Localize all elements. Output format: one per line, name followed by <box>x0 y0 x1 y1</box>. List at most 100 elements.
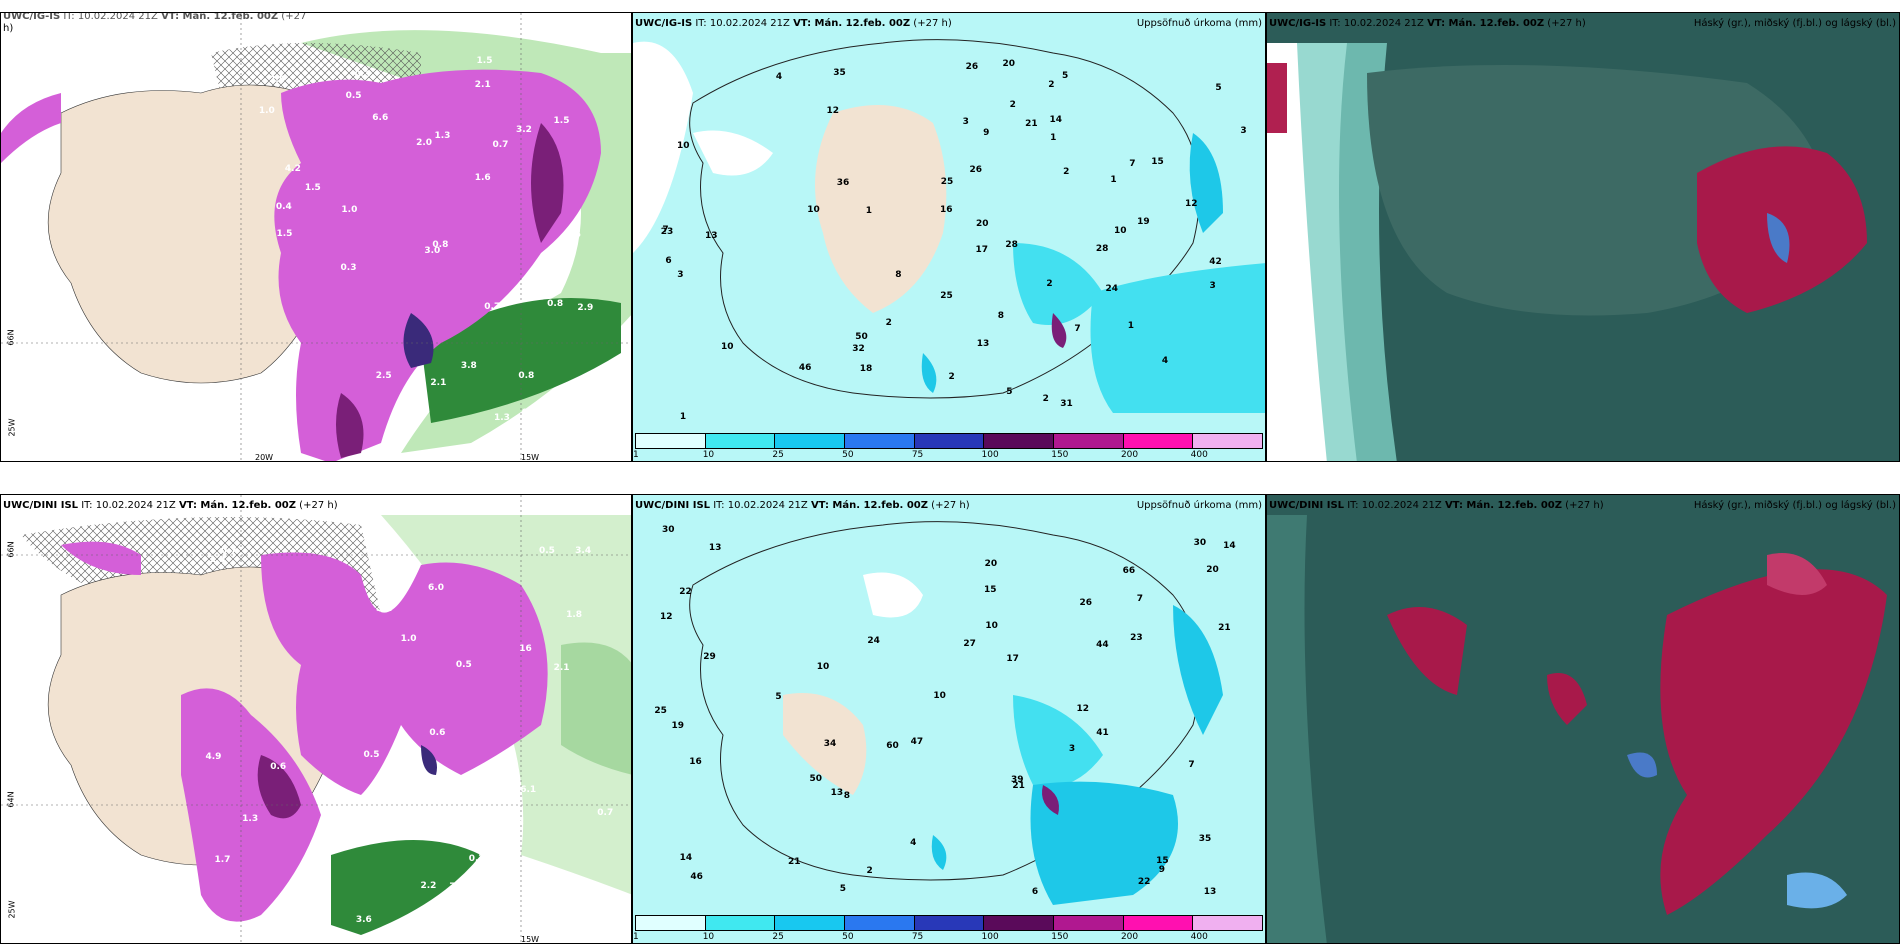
value-label: 26 <box>969 164 983 175</box>
value-label: 0.7 <box>468 854 485 865</box>
value-label: 0.7 <box>484 302 501 313</box>
value-label: 18 <box>859 363 873 374</box>
value-label: 2 <box>948 371 955 382</box>
value-label: 2 <box>1009 99 1016 110</box>
value-label: 0.8 <box>432 239 449 250</box>
value-label: 26 <box>1079 598 1093 609</box>
value-label: 1.5 <box>276 228 293 239</box>
value-label: 20 <box>1206 564 1219 575</box>
value-label: 44 <box>1096 639 1109 650</box>
value-label: 2 <box>885 317 892 328</box>
panel-top-left-precip-wind: UWC/IG-IS IT: 10.02.2024 21Z VT: Mán. 12… <box>0 12 632 462</box>
value-label: 2 <box>866 865 873 876</box>
axis-label-15w: 15W <box>521 935 540 944</box>
panel-bottom-mid-accum-precip: UWC/DINI ISL IT: 10.02.2024 21Z VT: Mán.… <box>632 494 1266 944</box>
map-bottom-left <box>1 495 631 943</box>
axis-label-25w: 25W <box>7 418 17 437</box>
value-label: 7 <box>1188 760 1195 771</box>
axis-label-66n: 66N <box>6 541 16 558</box>
value-label: 6.0 <box>428 583 444 594</box>
value-label: 19 <box>671 721 685 731</box>
value-label: 3 <box>677 269 684 280</box>
value-label: 5 <box>1215 82 1222 93</box>
map-bottom-right <box>1267 495 1899 943</box>
axis-label-20w: 20W <box>255 453 274 462</box>
value-label: 0.4 <box>521 407 538 418</box>
value-label: 1.5 <box>304 182 321 193</box>
value-label: 10 <box>985 621 998 632</box>
value-label: 50 <box>809 774 822 785</box>
value-label: 30 <box>662 525 675 536</box>
value-label: 1.0 <box>400 634 417 645</box>
value-label: 6 <box>665 256 672 267</box>
value-label: 1.3 <box>242 813 259 824</box>
value-label: 8 <box>843 790 851 801</box>
value-label: 0.5 <box>538 546 555 557</box>
value-label: 1.0 <box>258 105 275 116</box>
value-label: 13 <box>976 339 990 350</box>
panel-title: UWC/DINI ISL IT: 10.02.2024 21Z VT: Mán.… <box>3 500 338 511</box>
panel-bottom-left-precip-wind: UWC/DINI ISL IT: 10.02.2024 21Z VT: Mán.… <box>0 494 632 944</box>
value-label: 1 <box>1050 132 1057 143</box>
value-label: 0.8 <box>518 370 535 381</box>
value-label: 39 <box>1011 774 1024 785</box>
value-label: 3.0 <box>484 780 501 791</box>
panel-title: UWC/IG-IS IT: 10.02.2024 21Z VT: Mán. 12… <box>1269 18 1586 29</box>
value-label: 28 <box>1005 240 1018 251</box>
value-label: 10 <box>1113 226 1127 237</box>
value-label: 25 <box>654 705 667 716</box>
value-label: 9 <box>1158 864 1166 875</box>
value-label: 3.6 <box>355 914 372 925</box>
value-label: 3.4 <box>575 546 592 557</box>
value-label: 0.5 <box>455 660 472 671</box>
value-label: 1.3 <box>493 412 510 423</box>
value-label: 2.9 <box>577 303 594 314</box>
value-label: 6.6 <box>372 113 389 124</box>
panel-title: UWC/IG-IS IT: 10.02.2024 21Z VT: Mán. 12… <box>635 18 952 29</box>
value-label: 8 <box>895 269 902 280</box>
value-label: 21 <box>1012 780 1025 791</box>
value-label: 10 <box>807 204 820 215</box>
value-label: 3 <box>1240 126 1247 137</box>
value-label: 30 <box>1193 538 1207 549</box>
value-label: 27 <box>963 639 976 650</box>
value-label: 23 <box>660 227 674 238</box>
value-label: 1.1 <box>367 539 384 550</box>
value-label: 4 <box>910 837 917 848</box>
map-top-right <box>1267 13 1899 461</box>
value-label: 0.3 <box>354 69 371 80</box>
value-label: 42 <box>1209 256 1222 267</box>
value-label: 15 <box>984 585 997 596</box>
panel-right-title: Háský (gr.), miðský (fj.bl.) og lágský (… <box>1693 18 1896 29</box>
value-label: 25 <box>940 177 954 188</box>
precip-colorbar <box>635 915 1263 931</box>
value-label: 1 <box>1110 175 1117 186</box>
value-label: 3.1 <box>376 603 393 614</box>
value-label: 13 <box>708 543 722 554</box>
value-label: 10 <box>721 342 734 353</box>
value-label: 20 <box>1002 59 1015 70</box>
value-label: 21 <box>1025 118 1038 129</box>
value-label: 15 <box>1151 157 1164 168</box>
value-label: 1 <box>1127 321 1134 332</box>
value-label: 0.7 <box>597 808 614 819</box>
value-label: 6 <box>1031 886 1039 897</box>
value-label: 1 <box>679 412 687 423</box>
value-label: 2.1 <box>553 663 570 674</box>
map-top-left <box>1 13 631 461</box>
value-label: 16 <box>519 644 532 655</box>
value-label: 16.2 <box>522 428 546 439</box>
panel-right-title: Háský (gr.), miðský (fj.bl.) og lágský (… <box>1693 500 1896 511</box>
value-label: 19 <box>1137 216 1150 227</box>
value-label: 14 <box>1049 115 1063 125</box>
value-label: 14 <box>1223 540 1236 551</box>
value-label: 1.0 <box>595 399 612 410</box>
value-label: 13 <box>705 230 718 241</box>
panel-title: UWC/IG-IS IT: 10.02.2024 21Z VT: Mán. 12… <box>3 12 307 22</box>
value-label: 1.3 <box>434 131 451 142</box>
value-label: 2.0 <box>416 137 433 148</box>
value-label: 12 <box>1184 198 1198 209</box>
panel-title-cont: h) <box>3 23 14 34</box>
value-label: 31 <box>1060 399 1073 410</box>
value-label: 2.1 <box>474 80 491 91</box>
